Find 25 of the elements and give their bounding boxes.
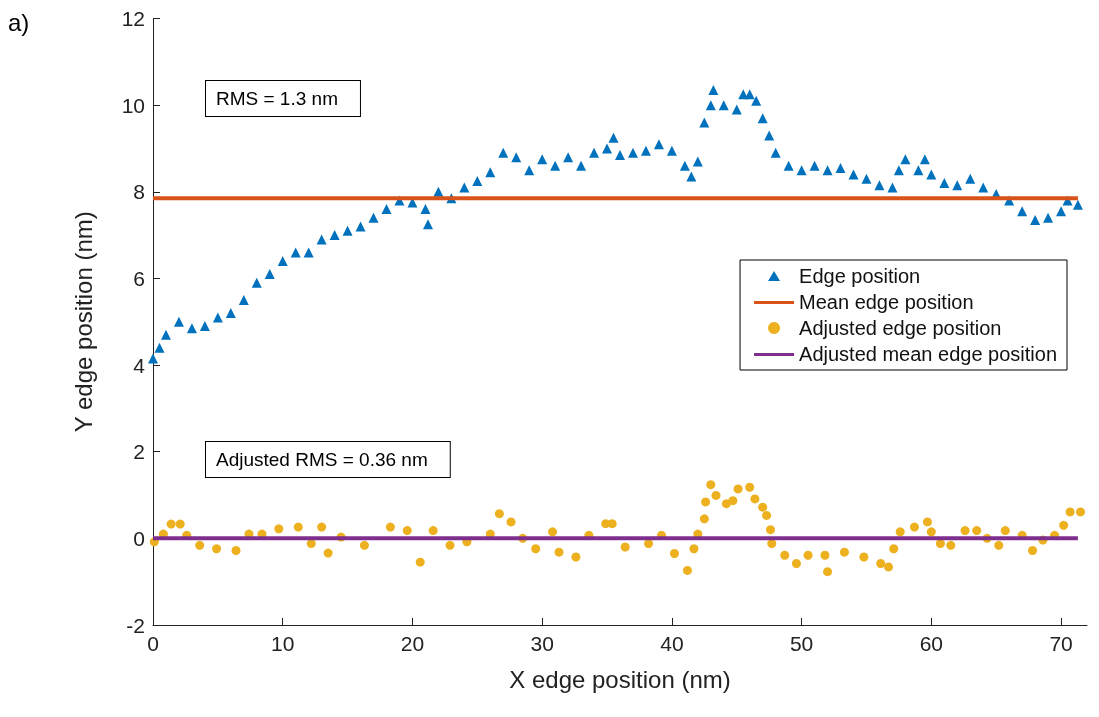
y-axis-title: Y edge position (nm) [69, 211, 97, 433]
x-axis-title: X edge position (nm) [509, 665, 731, 693]
x-tick-label: 40 [660, 632, 684, 655]
y-tick-label: 10 [121, 93, 145, 117]
y-tick-label: 2 [133, 440, 145, 464]
y-tick-label: 0 [133, 526, 145, 550]
legend-label: Adjusted mean edge position [799, 343, 1058, 365]
y-tick-label: 4 [133, 353, 146, 377]
y-tick-label: 12 [121, 7, 145, 30]
x-tick-label: 70 [1049, 632, 1073, 655]
text: a) [8, 8, 30, 36]
annotation: Adjusted RMS = 0.36 nm [216, 449, 428, 470]
x-tick-label: 20 [400, 632, 425, 655]
y-tick-label: 8 [133, 180, 145, 204]
y-tick-label: -2 [126, 613, 145, 637]
y-tick-label: 6 [133, 266, 145, 290]
x-tick-label: 60 [919, 632, 944, 655]
legend-label: Mean edge position [799, 291, 974, 313]
legend-label: Edge position [799, 265, 921, 287]
x-tick-label: 0 [147, 632, 159, 655]
legend-label: Adjusted edge position [799, 317, 1002, 339]
annotation: RMS = 1.3 nm [216, 88, 338, 109]
x-tick-label: 50 [789, 632, 814, 655]
x-tick-label: 30 [530, 632, 554, 655]
x-tick-label: 10 [271, 632, 295, 655]
